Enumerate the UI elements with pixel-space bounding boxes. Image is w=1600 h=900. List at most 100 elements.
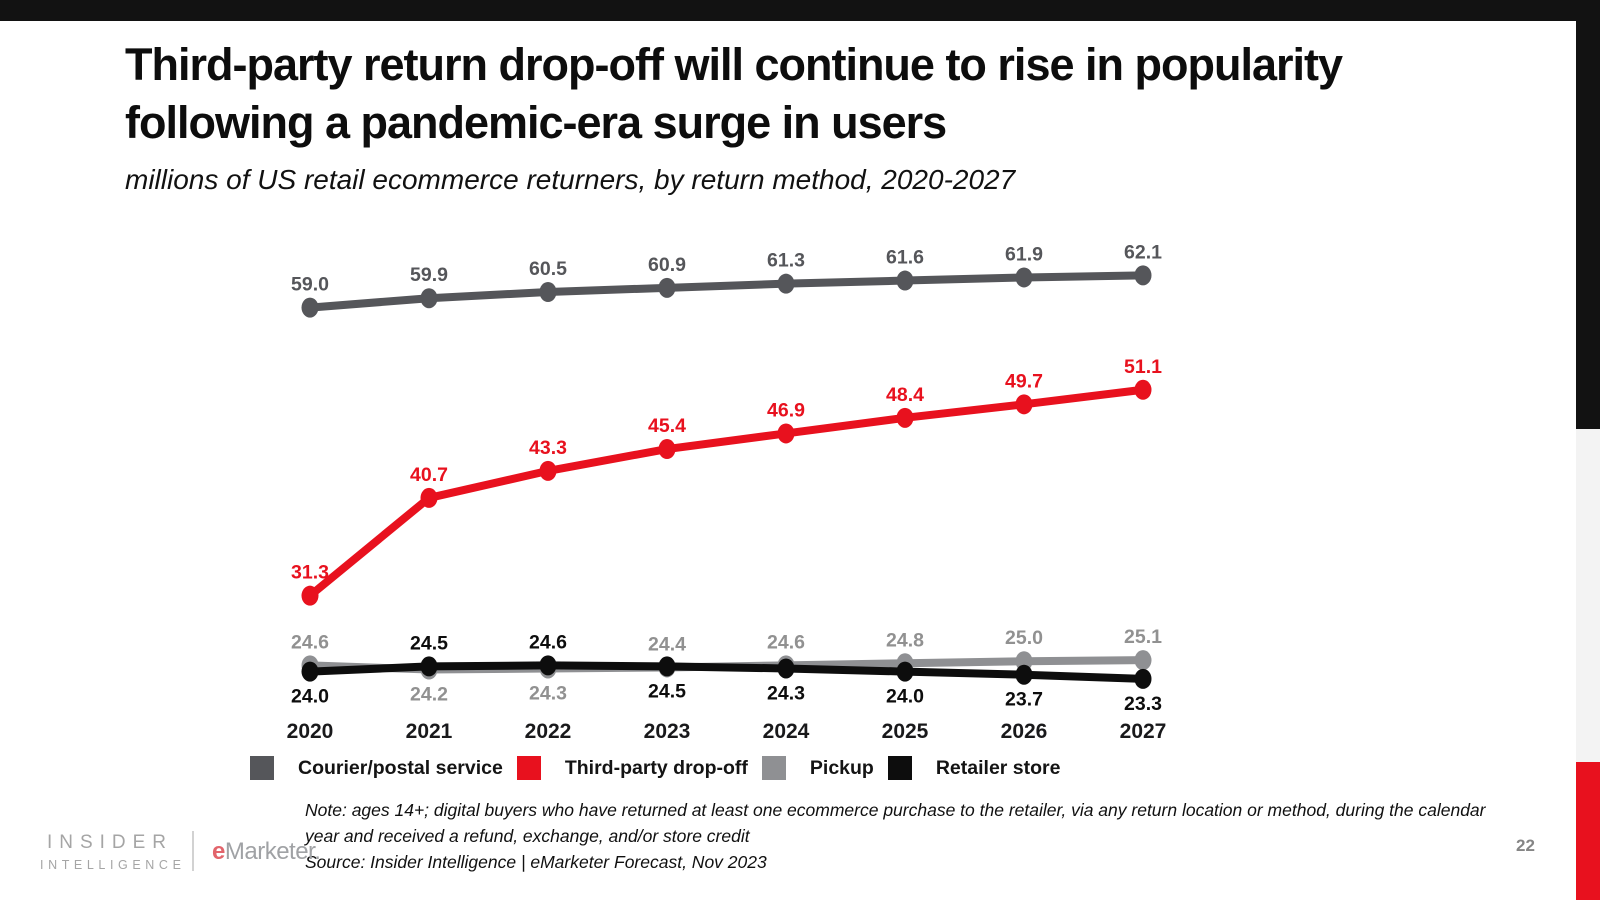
- data-point-third-party-drop-off: [1134, 379, 1152, 400]
- x-axis-label: 2022: [525, 720, 572, 743]
- right-edge-gray-panel: [1576, 429, 1600, 762]
- data-label-third-party-drop-off: 48.4: [886, 384, 924, 406]
- x-axis-label: 2020: [287, 720, 334, 743]
- data-label-courier-postal-service: 60.9: [648, 254, 686, 276]
- data-label-pickup: 24.2: [410, 684, 448, 706]
- legend-swatch-third-party-drop-off: [516, 756, 541, 780]
- data-point-retailer-store: [1134, 668, 1152, 689]
- data-label-pickup: 25.0: [1005, 627, 1043, 649]
- data-label-courier-postal-service: 61.9: [1005, 243, 1043, 265]
- data-point-third-party-drop-off: [539, 460, 557, 481]
- data-label-courier-postal-service: 59.0: [291, 274, 329, 296]
- data-point-third-party-drop-off: [658, 439, 676, 460]
- legend-label-retailer-store: Retailer store: [935, 756, 1061, 779]
- chart-legend: Courier/postal service Third-party drop-o…: [250, 756, 1060, 780]
- data-label-third-party-drop-off: 46.9: [767, 399, 805, 421]
- data-point-retailer-store: [777, 658, 795, 679]
- x-axis-label: 2025: [882, 720, 929, 743]
- data-point-courier-postal-service: [301, 297, 319, 318]
- data-point-courier-postal-service: [539, 282, 557, 302]
- data-label-retailer-store: 24.5: [648, 680, 686, 702]
- data-point-retailer-store: [1015, 664, 1033, 685]
- data-label-courier-postal-service: 59.9: [410, 264, 448, 286]
- data-point-courier-postal-service: [658, 277, 676, 298]
- data-label-retailer-store: 24.3: [767, 682, 805, 704]
- page-number: 22: [1516, 836, 1535, 855]
- data-label-retailer-store: 24.5: [410, 632, 448, 654]
- data-label-pickup: 25.1: [1124, 626, 1162, 648]
- legend-item-pickup: Pickup: [761, 756, 874, 780]
- data-point-third-party-drop-off: [896, 407, 914, 428]
- data-label-retailer-store: 24.6: [529, 631, 567, 653]
- legend-label-third-party-drop-off: Third-party drop-off: [564, 756, 748, 779]
- legend-swatch-pickup: [761, 756, 786, 780]
- data-point-third-party-drop-off: [1015, 394, 1033, 415]
- data-point-courier-postal-service: [1134, 265, 1152, 286]
- data-label-third-party-drop-off: 49.7: [1005, 370, 1043, 392]
- data-label-third-party-drop-off: 45.4: [648, 415, 686, 437]
- page-title: Third-party return drop-off will continu…: [125, 39, 1343, 148]
- emarketer-logo: eMarketer.: [212, 838, 321, 866]
- data-label-courier-postal-service: 61.6: [886, 247, 924, 269]
- data-label-third-party-drop-off: 51.1: [1124, 356, 1162, 378]
- x-axis-label: 2021: [406, 720, 453, 743]
- x-axis-label: 2026: [1001, 720, 1048, 743]
- data-point-pickup: [1134, 650, 1152, 671]
- data-label-pickup: 24.6: [291, 631, 329, 653]
- emarketer-logo-dot: .: [314, 838, 321, 865]
- data-point-retailer-store: [658, 656, 676, 677]
- data-label-courier-postal-service: 60.5: [529, 258, 567, 280]
- data-label-third-party-drop-off: 31.3: [291, 562, 329, 584]
- data-label-third-party-drop-off: 43.3: [529, 437, 567, 459]
- data-label-courier-postal-service: 61.3: [767, 250, 805, 272]
- data-point-third-party-drop-off: [301, 585, 319, 606]
- emarketer-logo-e: e: [212, 838, 225, 865]
- data-point-retailer-store: [539, 655, 557, 676]
- data-label-retailer-store: 24.0: [886, 686, 924, 708]
- line-retailer-store: [306, 661, 1147, 683]
- data-point-courier-postal-service: [1015, 267, 1033, 288]
- x-axis-label: 2024: [763, 720, 810, 743]
- data-point-retailer-store: [896, 661, 914, 682]
- data-label-third-party-drop-off: 40.7: [410, 464, 448, 486]
- chart-canvas: 59.0 59.9 60.5 60.9 61.3 61.6 61.9 62.1 31.3 40.7…: [287, 241, 1167, 743]
- data-label-courier-postal-service: 62.1: [1124, 241, 1162, 263]
- x-axis-label: 2023: [644, 720, 691, 743]
- legend-label-pickup: Pickup: [809, 756, 874, 779]
- data-point-courier-postal-service: [896, 270, 914, 291]
- line-chart: 59.0 59.9 60.5 60.9 61.3 61.6 61.9 62.1 31.3 40.7…: [240, 222, 1240, 752]
- legend-item-third-party-drop-off: Third-party drop-off: [516, 756, 748, 780]
- data-point-retailer-store: [301, 661, 319, 682]
- data-label-pickup: 24.3: [529, 682, 567, 704]
- data-label-retailer-store: 23.7: [1005, 689, 1043, 711]
- line-third-party-drop-off: [306, 385, 1147, 600]
- x-axis-label: 2027: [1120, 720, 1167, 743]
- data-label-pickup: 24.4: [648, 633, 686, 655]
- chart-note: Note: ages 14+; digital buyers who have …: [305, 800, 1486, 846]
- data-point-third-party-drop-off: [420, 487, 438, 508]
- chart-source: Source: Insider Intelligence | eMarketer…: [305, 851, 767, 872]
- logo-divider: [192, 831, 194, 871]
- data-label-retailer-store: 24.0: [291, 686, 329, 708]
- data-point-courier-postal-service: [777, 273, 795, 294]
- data-point-courier-postal-service: [420, 288, 438, 309]
- legend-swatch-retailer-store: [887, 756, 912, 780]
- data-label-pickup: 24.8: [886, 629, 924, 651]
- emarketer-logo-rest: Marketer: [224, 838, 315, 865]
- insider-logo-text: INSIDER: [46, 832, 174, 853]
- legend-item-courier-postal-service: Courier/postal service: [250, 756, 503, 780]
- data-point-retailer-store: [420, 656, 438, 677]
- intelligence-logo-text: INTELLIGENCE: [40, 858, 186, 872]
- legend-label-courier-postal-service: Courier/postal service: [298, 756, 503, 779]
- footnote-block: Note: ages 14+; digital buyers who have …: [305, 798, 1505, 876]
- data-point-third-party-drop-off: [777, 423, 795, 444]
- insider-intelligence-logo: INSIDER INTELLIGENCE: [40, 832, 186, 872]
- right-edge-black-panel: [1576, 0, 1600, 429]
- data-label-retailer-store: 23.3: [1124, 693, 1162, 715]
- right-edge-red-panel: [1576, 762, 1600, 900]
- legend-item-retailer-store: Retailer store: [887, 756, 1061, 780]
- top-accent-bar: [0, 0, 1600, 21]
- legend-swatch-courier-postal-service: [250, 756, 274, 780]
- page-subtitle: millions of US retail ecommerce returner…: [125, 164, 1016, 195]
- data-label-pickup: 24.6: [767, 631, 805, 653]
